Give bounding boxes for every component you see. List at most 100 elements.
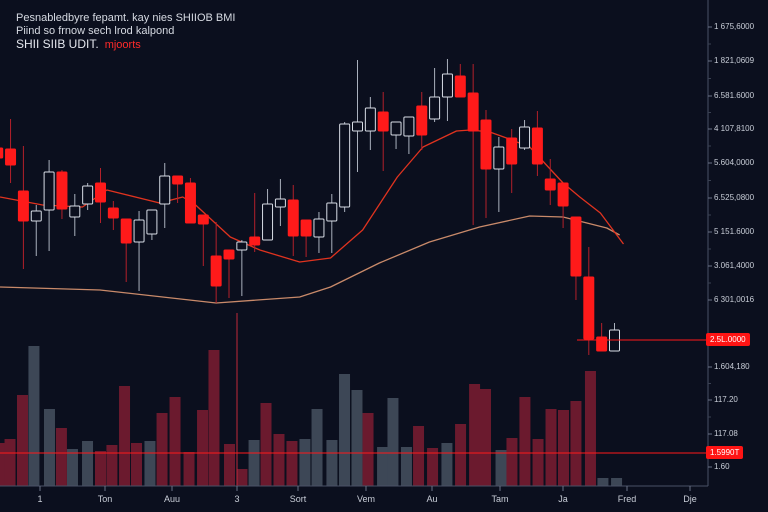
y-tick-label: 5 151.6000 [714,227,755,236]
candle-body [300,219,312,237]
candle-down [416,92,428,150]
candle-down [596,323,608,352]
chart-description-line-1: Pesnabledbyre fepamt. kay nies SHIIOB BM… [16,12,236,24]
accent-link[interactable]: mjoorts [104,39,141,51]
x-tick-label: Dje [683,494,697,504]
volume-bar [339,374,351,486]
candle-down [480,110,492,218]
candle-down [172,175,184,203]
volume-bar [236,469,248,486]
candles [0,59,620,355]
candle-up [493,137,505,212]
x-tick-label: Auu [163,494,181,504]
volume-bar [43,409,55,486]
candle-body [262,203,274,241]
candle-body [364,107,376,132]
x-tick-label: Ton [97,494,113,504]
volume-bar [427,448,439,486]
candle-body [249,236,261,246]
volume-bars [0,346,623,486]
candle-body [223,249,235,260]
volume-bar [441,443,453,486]
volume-bar [413,426,425,486]
candle-down [249,193,261,252]
volume-bar [183,452,195,486]
candle-up [403,116,415,154]
candle-up [69,194,81,236]
volume-bar [156,413,168,486]
volume-bar [387,398,399,486]
volume-bar [506,438,518,486]
candle-down [210,222,222,303]
candle-body [352,121,363,132]
candle-body [403,116,415,137]
candle-down [223,249,235,298]
candle-up [519,120,531,150]
candle-up [339,122,351,212]
ma-short-line [0,129,625,263]
candle-body [467,92,479,132]
candle-body [133,219,145,243]
candle-down [583,247,595,355]
current-price-badge: 2.5L.0000 [706,333,750,346]
volume-bar [299,439,311,486]
candle-down [0,147,4,159]
volume-bar [273,434,285,486]
candle-up [390,121,402,149]
candle-body [56,171,68,210]
candle-up [159,163,171,228]
candle-body [416,105,428,136]
volume-bar [4,439,16,486]
volume-bar [469,384,481,486]
candle-body [197,214,209,225]
candle-body [377,111,389,132]
volume-bar [248,440,260,486]
candle-body [159,175,171,205]
candle-body [570,216,582,277]
volume-bar [611,478,623,486]
volume-bar [0,443,8,486]
candle-up [441,59,453,121]
y-tick-label: 6 301,0016 [714,295,755,304]
candle-down [56,170,68,219]
volume-bar [144,441,156,486]
candle-body [120,218,132,244]
y-tick-label: 6.525,0800 [714,193,755,202]
candle-down [17,146,29,269]
volume-bar [106,445,118,486]
candle-down [570,216,582,300]
candle-body [531,127,543,165]
candle-down [531,111,543,176]
volume-bar [130,443,142,486]
symbol-label: SHII SIIB UDIT. [16,37,99,51]
volume-bar [362,413,374,486]
candle-up [326,194,338,253]
candle-body [107,207,119,219]
volume-bar [351,390,363,486]
candle-body [95,182,106,203]
y-tick-label: 117.20 [714,395,738,404]
candle-body [69,205,81,218]
candle-down [377,92,389,171]
y-tick-label: 117.08 [714,429,738,438]
candle-up [43,160,55,251]
candle-down [107,201,119,230]
volume-bar [570,401,582,486]
volume-bar [197,410,209,486]
candle-body [313,218,325,238]
candle-up [352,60,363,172]
candle-body [429,96,441,120]
candle-body [596,336,608,352]
axis-ticks [39,26,712,491]
x-tick-label: 3 [234,494,240,504]
candle-down [184,178,196,224]
volume-bar [311,409,323,486]
candle-up [133,211,145,291]
volume-bar [545,409,557,486]
candle-down [287,185,299,256]
candle-up [146,209,158,240]
x-tick-label: Fred [617,494,637,504]
volume-bar [28,346,40,486]
candle-body [172,175,184,185]
